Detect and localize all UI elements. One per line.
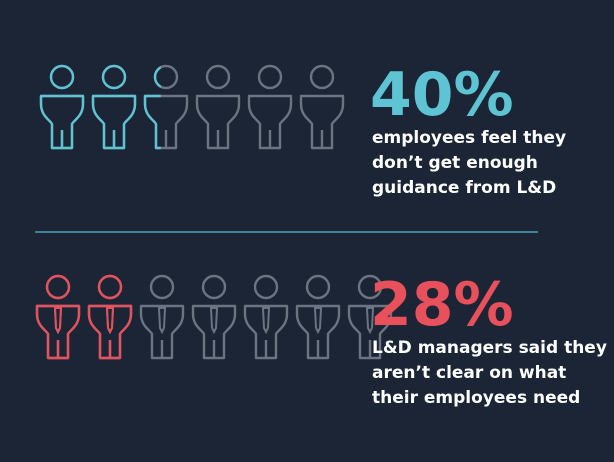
stat-description: employees feel they: [372, 128, 566, 148]
stat-percent: 40%: [370, 60, 514, 130]
stat-description: aren’t clear on what: [372, 363, 566, 383]
stat-description: guidance from L&D: [372, 178, 556, 198]
stat-description: don’t get enough: [372, 153, 538, 173]
stat-percent: 28%: [370, 270, 514, 340]
icon-row-filled: [35, 274, 133, 360]
stat-description: L&D managers said they: [372, 338, 607, 358]
icon-row-filled: [39, 64, 161, 150]
stat-description: their employees need: [372, 388, 580, 408]
